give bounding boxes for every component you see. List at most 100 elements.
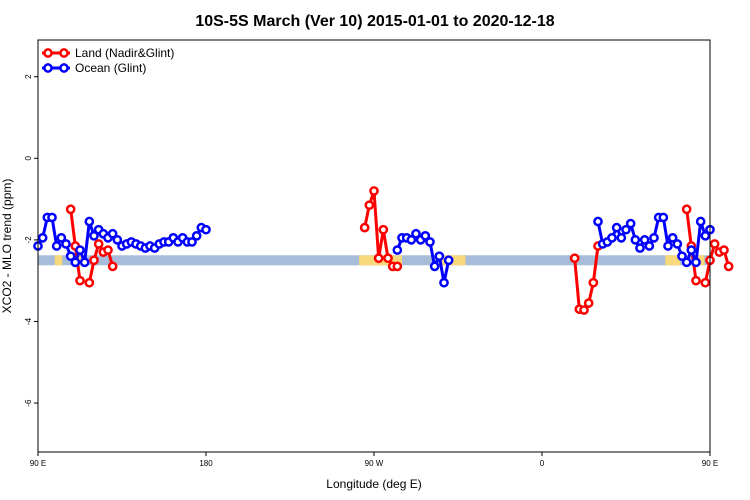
data-point-ocean (621, 224, 631, 235)
x-axis-label: Longitude (deg E) (326, 477, 421, 491)
data-point-ocean (420, 230, 431, 241)
data-point-ocean (639, 235, 650, 245)
y-tick-label: 0 (24, 156, 33, 161)
data-point-ocean (663, 241, 673, 251)
data-point-land (369, 186, 379, 196)
data-point-land (579, 305, 589, 315)
data-point-land (569, 253, 580, 264)
x-tick-label: 90 E (30, 459, 46, 468)
data-point-land (103, 245, 113, 255)
legend-marker-ocean (59, 63, 69, 73)
data-point-land (75, 275, 85, 286)
data-point-ocean (89, 230, 99, 241)
data-point-land (89, 255, 99, 266)
data-point-land (691, 275, 701, 286)
data-point-ocean (672, 239, 683, 249)
data-point-ocean (392, 245, 403, 255)
data-point-ocean (107, 228, 118, 239)
land-mask-segment (665, 255, 681, 266)
data-point-ocean (686, 245, 697, 255)
x-axis-ticks: 90 E 180 90 W 0 90 E (30, 452, 718, 468)
legend-marker-land (43, 48, 53, 58)
legend-marker-land (59, 48, 69, 58)
x-tick-label: 0 (540, 459, 545, 468)
data-point-ocean (201, 224, 211, 235)
data-point-ocean (667, 232, 678, 243)
data-point-ocean (593, 216, 603, 227)
legend-item-ocean: Ocean (Glint) (42, 61, 146, 75)
x-tick-label: 90 E (702, 459, 718, 468)
data-point-land (359, 222, 370, 233)
data-point-ocean (625, 218, 636, 229)
data-point-ocean (406, 235, 417, 245)
data-point-land (588, 277, 599, 288)
data-point-ocean (658, 212, 669, 223)
data-point-ocean (51, 241, 62, 251)
y-axis-ticks: 2 0 -2 -4 -6 (24, 74, 38, 407)
data-point-land (709, 239, 720, 249)
data-point-ocean (47, 212, 57, 223)
data-point-land (723, 261, 734, 272)
data-point-ocean (611, 222, 622, 233)
data-point-ocean (75, 245, 85, 255)
data-point-ocean (681, 257, 692, 268)
data-point-ocean (429, 261, 440, 272)
data-point-ocean (112, 235, 123, 245)
data-point-land (364, 200, 375, 211)
data-point-ocean (443, 255, 454, 266)
series-layer (33, 186, 734, 315)
land-mask-segment (54, 255, 63, 266)
x-tick-label: 90 W (365, 459, 384, 468)
data-point-ocean (61, 239, 71, 249)
data-point-land (65, 204, 76, 215)
data-point-ocean (630, 235, 641, 245)
data-point-ocean (425, 237, 435, 247)
data-point-ocean (65, 251, 76, 262)
data-point-land (378, 224, 389, 235)
legend: Land (Nadir&Glint)Ocean (Glint) (42, 46, 174, 75)
data-point-ocean (695, 216, 706, 227)
data-point-land (107, 261, 118, 272)
x-tick-label: 180 (199, 459, 213, 468)
data-point-land (392, 261, 403, 272)
chart-title: 10S-5S March (Ver 10) 2015-01-01 to 2020… (195, 13, 554, 30)
data-point-ocean (187, 237, 197, 247)
y-tick-label: -2 (24, 236, 33, 244)
data-point-land (373, 253, 384, 264)
series-ocean (33, 212, 715, 288)
data-point-ocean (649, 232, 659, 243)
y-tick-label: 2 (24, 74, 33, 79)
data-point-ocean (434, 251, 445, 262)
y-tick-label: -4 (24, 317, 33, 325)
legend-label-ocean: Ocean (Glint) (75, 61, 146, 75)
data-point-land (700, 277, 711, 288)
legend-item-land: Land (Nadir&Glint) (42, 46, 174, 60)
data-point-ocean (79, 257, 90, 268)
data-point-land (719, 245, 729, 255)
y-tick-label: -6 (24, 399, 33, 407)
data-point-land (84, 277, 95, 288)
data-point-ocean (635, 243, 645, 253)
data-point-ocean (56, 232, 67, 243)
data-point-ocean (439, 277, 449, 288)
land-sea-mask (38, 255, 710, 266)
data-point-ocean (607, 232, 617, 243)
data-point-ocean (677, 251, 687, 262)
data-point-land (93, 239, 104, 249)
data-point-ocean (70, 257, 81, 268)
data-point-ocean (191, 230, 202, 241)
data-point-ocean (37, 232, 48, 243)
data-point-ocean (411, 228, 421, 239)
data-point-ocean (644, 241, 655, 251)
data-point-land (583, 298, 594, 308)
legend-marker-ocean (43, 63, 53, 73)
data-point-ocean (700, 230, 711, 241)
y-axis-label: XCO2 - MLO trend (ppm) (0, 179, 14, 314)
data-point-ocean (616, 232, 627, 243)
data-point-ocean (84, 216, 95, 227)
legend-label-land: Land (Nadir&Glint) (75, 46, 174, 60)
data-point-land (383, 253, 393, 264)
data-point-ocean (691, 257, 701, 268)
data-point-land (681, 204, 692, 215)
